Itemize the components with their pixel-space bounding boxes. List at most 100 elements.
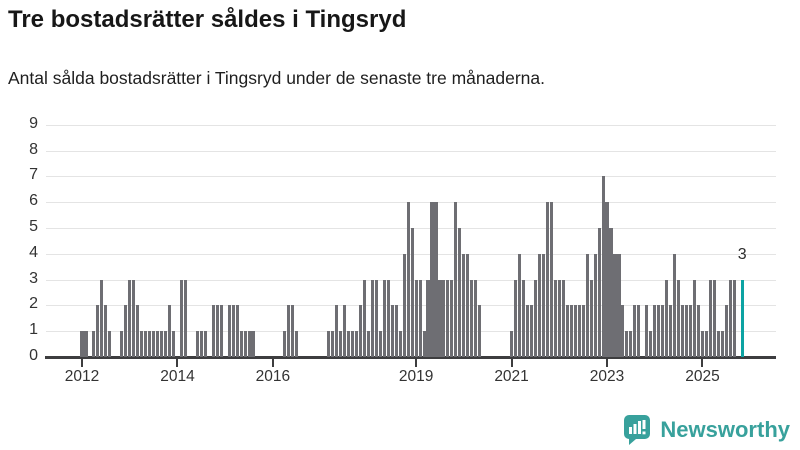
bar: [661, 305, 665, 357]
bar: [525, 305, 530, 357]
bar: [199, 331, 203, 357]
bar: [136, 305, 140, 357]
bar: [152, 331, 156, 357]
bar: [653, 305, 657, 357]
bar: [350, 331, 354, 357]
bar: [669, 305, 673, 357]
bar: [625, 331, 629, 357]
bar: [183, 279, 187, 357]
bar: [541, 253, 545, 357]
bar: [251, 331, 255, 357]
y-axis-tick-label: 7: [29, 166, 38, 184]
bar: [601, 176, 605, 357]
bar: [430, 202, 434, 357]
bar: [211, 305, 215, 357]
bar: [589, 279, 593, 357]
bar: [398, 331, 402, 357]
bar: [394, 305, 398, 357]
y-gridline: [46, 202, 776, 204]
bar: [633, 305, 637, 357]
bar: [617, 253, 621, 357]
bar: [692, 279, 697, 357]
bar: [366, 331, 370, 357]
bar: [163, 331, 168, 357]
bar: [685, 305, 689, 357]
y-axis-tick-label: 1: [29, 321, 38, 339]
bar: [470, 279, 474, 357]
bar: [96, 305, 100, 357]
bar: [677, 279, 681, 357]
page-title: Tre bostadsrätter såldes i Tingsryd: [8, 6, 407, 33]
chart-subtitle: Antal sålda bostadsrätter i Tingsryd und…: [8, 68, 545, 88]
x-axis-tick-label: 2019: [398, 368, 434, 385]
bar: [446, 279, 450, 357]
bar: [609, 228, 613, 357]
bar: [450, 279, 454, 357]
bar: [637, 305, 641, 357]
bar: [171, 331, 176, 357]
bar: [215, 305, 219, 357]
bar: [700, 331, 705, 357]
highlighted-bar: [740, 279, 744, 357]
x-axis-tick: [510, 359, 513, 367]
last-value-label: 3: [737, 246, 747, 263]
bar: [140, 331, 144, 357]
bar: [466, 253, 470, 357]
bar: [673, 253, 677, 357]
bar: [418, 279, 422, 357]
bar: [712, 279, 716, 357]
bar: [283, 331, 287, 357]
x-axis-tick-label: 2012: [64, 368, 100, 385]
bar: [156, 331, 160, 357]
bar: [426, 279, 430, 357]
bar: [645, 305, 649, 357]
bar: [335, 305, 339, 357]
x-axis-tick-label: 2021: [494, 368, 529, 385]
bar: [287, 305, 291, 357]
bar: [235, 305, 239, 357]
bar: [386, 279, 390, 357]
bar: [478, 305, 482, 357]
bar: [593, 253, 597, 357]
bar: [605, 202, 609, 357]
bar: [346, 331, 351, 357]
bar: [549, 202, 553, 357]
bar: [132, 279, 136, 357]
bar: [513, 279, 518, 357]
bar: [239, 331, 243, 357]
bar: [362, 279, 366, 357]
bar: [342, 305, 347, 357]
bar: [438, 279, 442, 357]
bar: [529, 305, 533, 357]
bar: [533, 279, 537, 357]
bar: [378, 331, 382, 357]
bar: [720, 331, 724, 357]
y-axis-tick-label: 5: [29, 218, 38, 235]
bar: [80, 331, 84, 357]
bar: [231, 305, 235, 357]
bar: [128, 279, 132, 357]
y-axis-tick-label: 2: [29, 295, 38, 313]
bar: [338, 331, 343, 357]
bar: [704, 331, 708, 357]
y-axis-tick-label: 4: [29, 243, 38, 261]
y-axis-tick-label: 8: [29, 140, 38, 158]
y-axis-tick-label: 9: [29, 114, 38, 132]
bar: [179, 279, 183, 357]
y-axis-tick-label: 3: [29, 269, 38, 287]
bar: [521, 279, 526, 357]
bar: [100, 279, 104, 357]
x-axis-tick-label: 2023: [589, 368, 625, 385]
bar: [581, 305, 585, 357]
bar: [561, 279, 565, 357]
bar: [545, 202, 549, 357]
bar: [124, 305, 128, 357]
bar: [517, 253, 522, 357]
x-axis-tick-label: 2025: [685, 368, 720, 385]
bar: [390, 305, 394, 357]
bar: [696, 305, 701, 357]
bar: [689, 305, 693, 357]
bar: [708, 279, 712, 357]
bar: [148, 331, 152, 357]
